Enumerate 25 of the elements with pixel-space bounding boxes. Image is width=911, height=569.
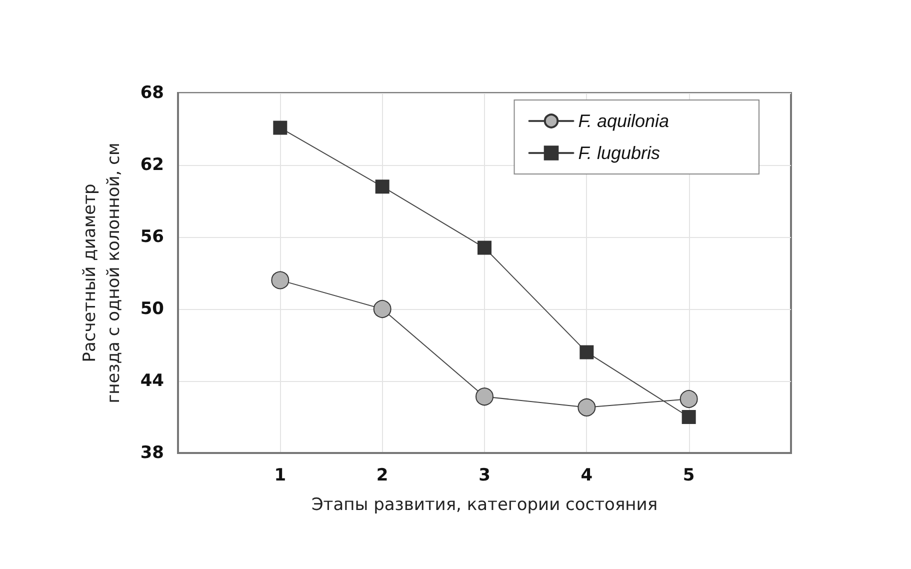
point xyxy=(373,300,392,318)
legend-label: F. aquilonia xyxy=(578,111,670,131)
point xyxy=(478,240,492,255)
point xyxy=(375,180,390,194)
y-tick-label: 44 xyxy=(140,371,164,391)
y-tick-label: 50 xyxy=(140,299,164,319)
point xyxy=(580,345,594,360)
y-tick-label: 38 xyxy=(140,443,164,463)
y-tick-label: 68 xyxy=(140,83,164,103)
point xyxy=(682,410,696,424)
y-tick-label: 56 xyxy=(140,227,164,247)
x-tick-label: 2 xyxy=(376,466,388,486)
point xyxy=(680,390,698,408)
x-axis-title: Этапы развития, категории состояния xyxy=(311,495,658,515)
point xyxy=(578,398,596,416)
x-tick-label: 5 xyxy=(682,466,695,486)
y-tick-label: 62 xyxy=(140,155,164,175)
x-tick-label: 3 xyxy=(478,466,490,486)
x-tick-label: 4 xyxy=(580,466,593,486)
x-tick-label: 1 xyxy=(274,466,286,486)
y-axis-title: Расчетный диаметр гнезда с одной колонной, см xyxy=(80,142,124,404)
legend-label: F. lugubris xyxy=(578,143,660,163)
point xyxy=(271,271,290,290)
point xyxy=(273,120,288,135)
point xyxy=(476,388,494,406)
